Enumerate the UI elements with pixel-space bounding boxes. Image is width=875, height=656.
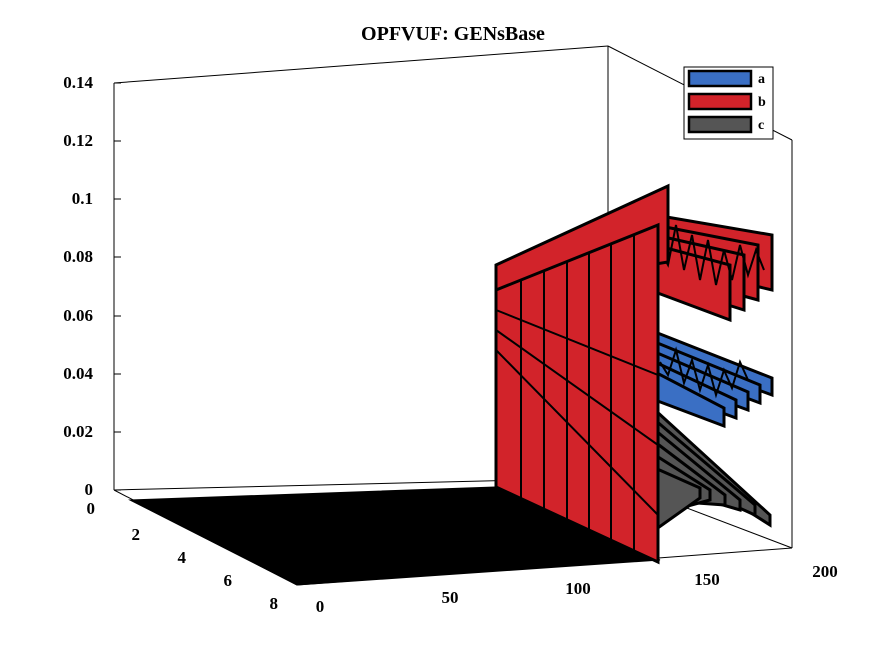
z-tick-label: 0.06 [63,306,93,325]
z-tick-label: 0.04 [63,364,93,383]
y-tick-label: 4 [178,548,187,567]
z-tick-label: 0.1 [72,189,93,208]
z-tick-label: 0.14 [63,73,93,92]
diagonal [495,309,659,376]
z-tick-label: 0.08 [63,247,93,266]
z-axis: 0 0.02 0.04 0.06 0.08 0.1 0.12 0.14 [63,73,121,499]
x-tick-label: 200 [812,562,838,581]
series-a-noise-line [659,346,749,399]
y-tick-label: 2 [132,525,141,544]
y-tick-label: 6 [224,571,233,590]
back-top-edge [113,45,609,84]
legend-swatch-a [687,69,753,88]
z-tick-label: 0.02 [63,422,93,441]
x-axis: 0 50 100 150 200 [316,562,838,616]
x-tick-label: 50 [442,588,459,607]
diagonal [495,329,659,446]
diagonal [495,349,659,516]
x-tick-label: 100 [565,579,591,598]
y-tick-label: 0 [87,499,96,518]
z-tick-label: 0 [85,480,94,499]
legend-label-c: c [758,118,764,133]
floor-surface [128,486,661,586]
series-b-front-gridlines [495,235,659,551]
legend-swatch-b [687,92,753,111]
series-b-noise-line [659,224,765,286]
z-tick-label: 0.12 [63,131,93,150]
legend: a b c [683,66,774,140]
series-c-ribbons [653,406,772,533]
y-axis: 0 2 4 6 8 [87,499,279,613]
x-tick-label: 150 [694,570,720,589]
legend-label-a: a [758,72,765,87]
chart-title: OPFVUF: GENsBase [361,23,545,45]
legend-label-b: b [758,95,766,110]
x-tick-label: 0 [316,597,325,616]
series-a-ribbons [653,329,774,429]
legend-swatch-c [687,115,753,134]
series-b-ribbons [494,183,774,565]
z-tick-group [114,82,121,491]
y-tick-label: 8 [270,594,279,613]
series-b-ribbon-front [494,222,660,565]
